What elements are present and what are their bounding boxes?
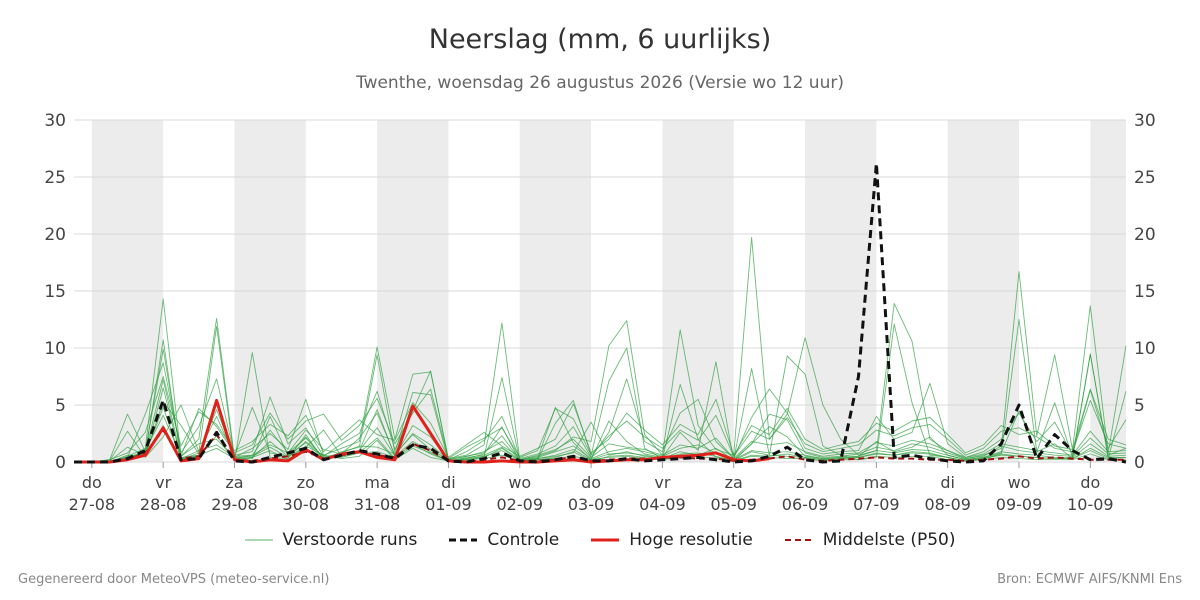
y-tick-label: 30 bbox=[44, 111, 66, 131]
x-tick-date: 05-09 bbox=[710, 495, 757, 514]
ensemble-member-line bbox=[74, 348, 1127, 463]
y-tick-label: 20 bbox=[1134, 225, 1156, 245]
legend-item-control[interactable]: Controle bbox=[449, 530, 559, 550]
x-tick-day: do bbox=[82, 473, 102, 492]
x-axis: do 27-08 vr 28-08 za 29-08 zo 30-08 ma 31-08 di 01-… bbox=[69, 462, 1114, 514]
x-tick-day: ma bbox=[864, 473, 889, 492]
x-tick-day: zo bbox=[297, 473, 315, 492]
ensemble-member-line bbox=[74, 379, 1127, 463]
y-tick-label: 20 bbox=[44, 225, 66, 245]
y-tick-label: 25 bbox=[44, 168, 66, 188]
ensemble-member-line bbox=[74, 406, 1127, 463]
x-tick-date: 04-09 bbox=[639, 495, 686, 514]
legend-label-control: Controle bbox=[487, 530, 560, 550]
legend-label-ensemble: Verstoorde runs bbox=[282, 530, 418, 550]
legend-swatch-control bbox=[449, 538, 478, 542]
legend-item-ensemble[interactable]: Verstoorde runs bbox=[244, 530, 418, 550]
y-tick-label: 0 bbox=[55, 453, 66, 473]
y-tick-label: 10 bbox=[44, 339, 66, 359]
y-tick-label: 30 bbox=[1134, 111, 1156, 131]
legend-swatch-ensemble bbox=[244, 539, 273, 541]
x-tick-date: 29-08 bbox=[211, 495, 258, 514]
y-tick-label: 5 bbox=[55, 396, 66, 416]
y-axis-right: 0 5 10 15 20 25 30 bbox=[1134, 111, 1156, 473]
legend-label-median: Middelste (P50) bbox=[822, 530, 956, 550]
x-tick-day: zo bbox=[796, 473, 814, 492]
x-tick-date: 09-09 bbox=[996, 495, 1043, 514]
footer-source: Bron: ECMWF AIFS/KNMI Ens bbox=[997, 572, 1182, 587]
legend: Verstoorde runs Controle Hoge resolutie … bbox=[0, 530, 1200, 550]
ensemble-lines bbox=[74, 236, 1127, 463]
x-tick-date: 06-09 bbox=[782, 495, 829, 514]
x-tick-day: vr bbox=[155, 473, 171, 492]
y-tick-label: 15 bbox=[44, 282, 66, 302]
x-tick-day: do bbox=[1080, 473, 1100, 492]
x-tick-date: 07-09 bbox=[853, 495, 900, 514]
chart-title: Neerslag (mm, 6 uurlijks) bbox=[428, 24, 772, 55]
x-tick-date: 02-09 bbox=[497, 495, 544, 514]
x-tick-day: wo bbox=[508, 473, 531, 492]
x-tick-date: 01-09 bbox=[425, 495, 472, 514]
chart-subtitle: Twenthe, woensdag 26 augustus 2026 (Vers… bbox=[356, 73, 844, 93]
x-tick-day: di bbox=[940, 473, 955, 492]
x-tick-day: do bbox=[581, 473, 601, 492]
x-tick-day: wo bbox=[1008, 473, 1031, 492]
x-tick-date: 08-09 bbox=[924, 495, 971, 514]
control-line bbox=[74, 161, 1127, 464]
legend-label-high-res: Hoge resolutie bbox=[629, 530, 753, 550]
x-tick-day: za bbox=[725, 473, 743, 492]
x-tick-date: 28-08 bbox=[140, 495, 187, 514]
x-tick-date: 03-09 bbox=[568, 495, 615, 514]
y-tick-label: 25 bbox=[1134, 168, 1156, 188]
ensemble-member-line bbox=[74, 401, 1127, 463]
footer-generator: Gegenereerd door MeteoVPS (meteo-service… bbox=[18, 572, 330, 587]
legend-item-median[interactable]: Middelste (P50) bbox=[784, 530, 956, 550]
y-tick-label: 5 bbox=[1134, 396, 1145, 416]
y-tick-label: 15 bbox=[1134, 282, 1156, 302]
x-tick-date: 10-09 bbox=[1067, 495, 1114, 514]
y-tick-label: 10 bbox=[1134, 339, 1156, 359]
legend-swatch-high-res bbox=[591, 538, 620, 542]
y-axis-left: 0 5 10 15 20 25 30 bbox=[44, 111, 66, 473]
x-tick-day: vr bbox=[654, 473, 670, 492]
x-tick-day: di bbox=[441, 473, 456, 492]
x-tick-day: ma bbox=[364, 473, 389, 492]
control-line-group bbox=[74, 161, 1127, 464]
x-tick-date: 30-08 bbox=[283, 495, 330, 514]
x-tick-day: za bbox=[225, 473, 243, 492]
x-tick-date: 31-08 bbox=[354, 495, 401, 514]
x-tick-date: 27-08 bbox=[69, 495, 116, 514]
y-tick-label: 0 bbox=[1134, 453, 1145, 473]
legend-swatch-median bbox=[784, 539, 813, 541]
legend-item-high-res[interactable]: Hoge resolutie bbox=[591, 530, 753, 550]
